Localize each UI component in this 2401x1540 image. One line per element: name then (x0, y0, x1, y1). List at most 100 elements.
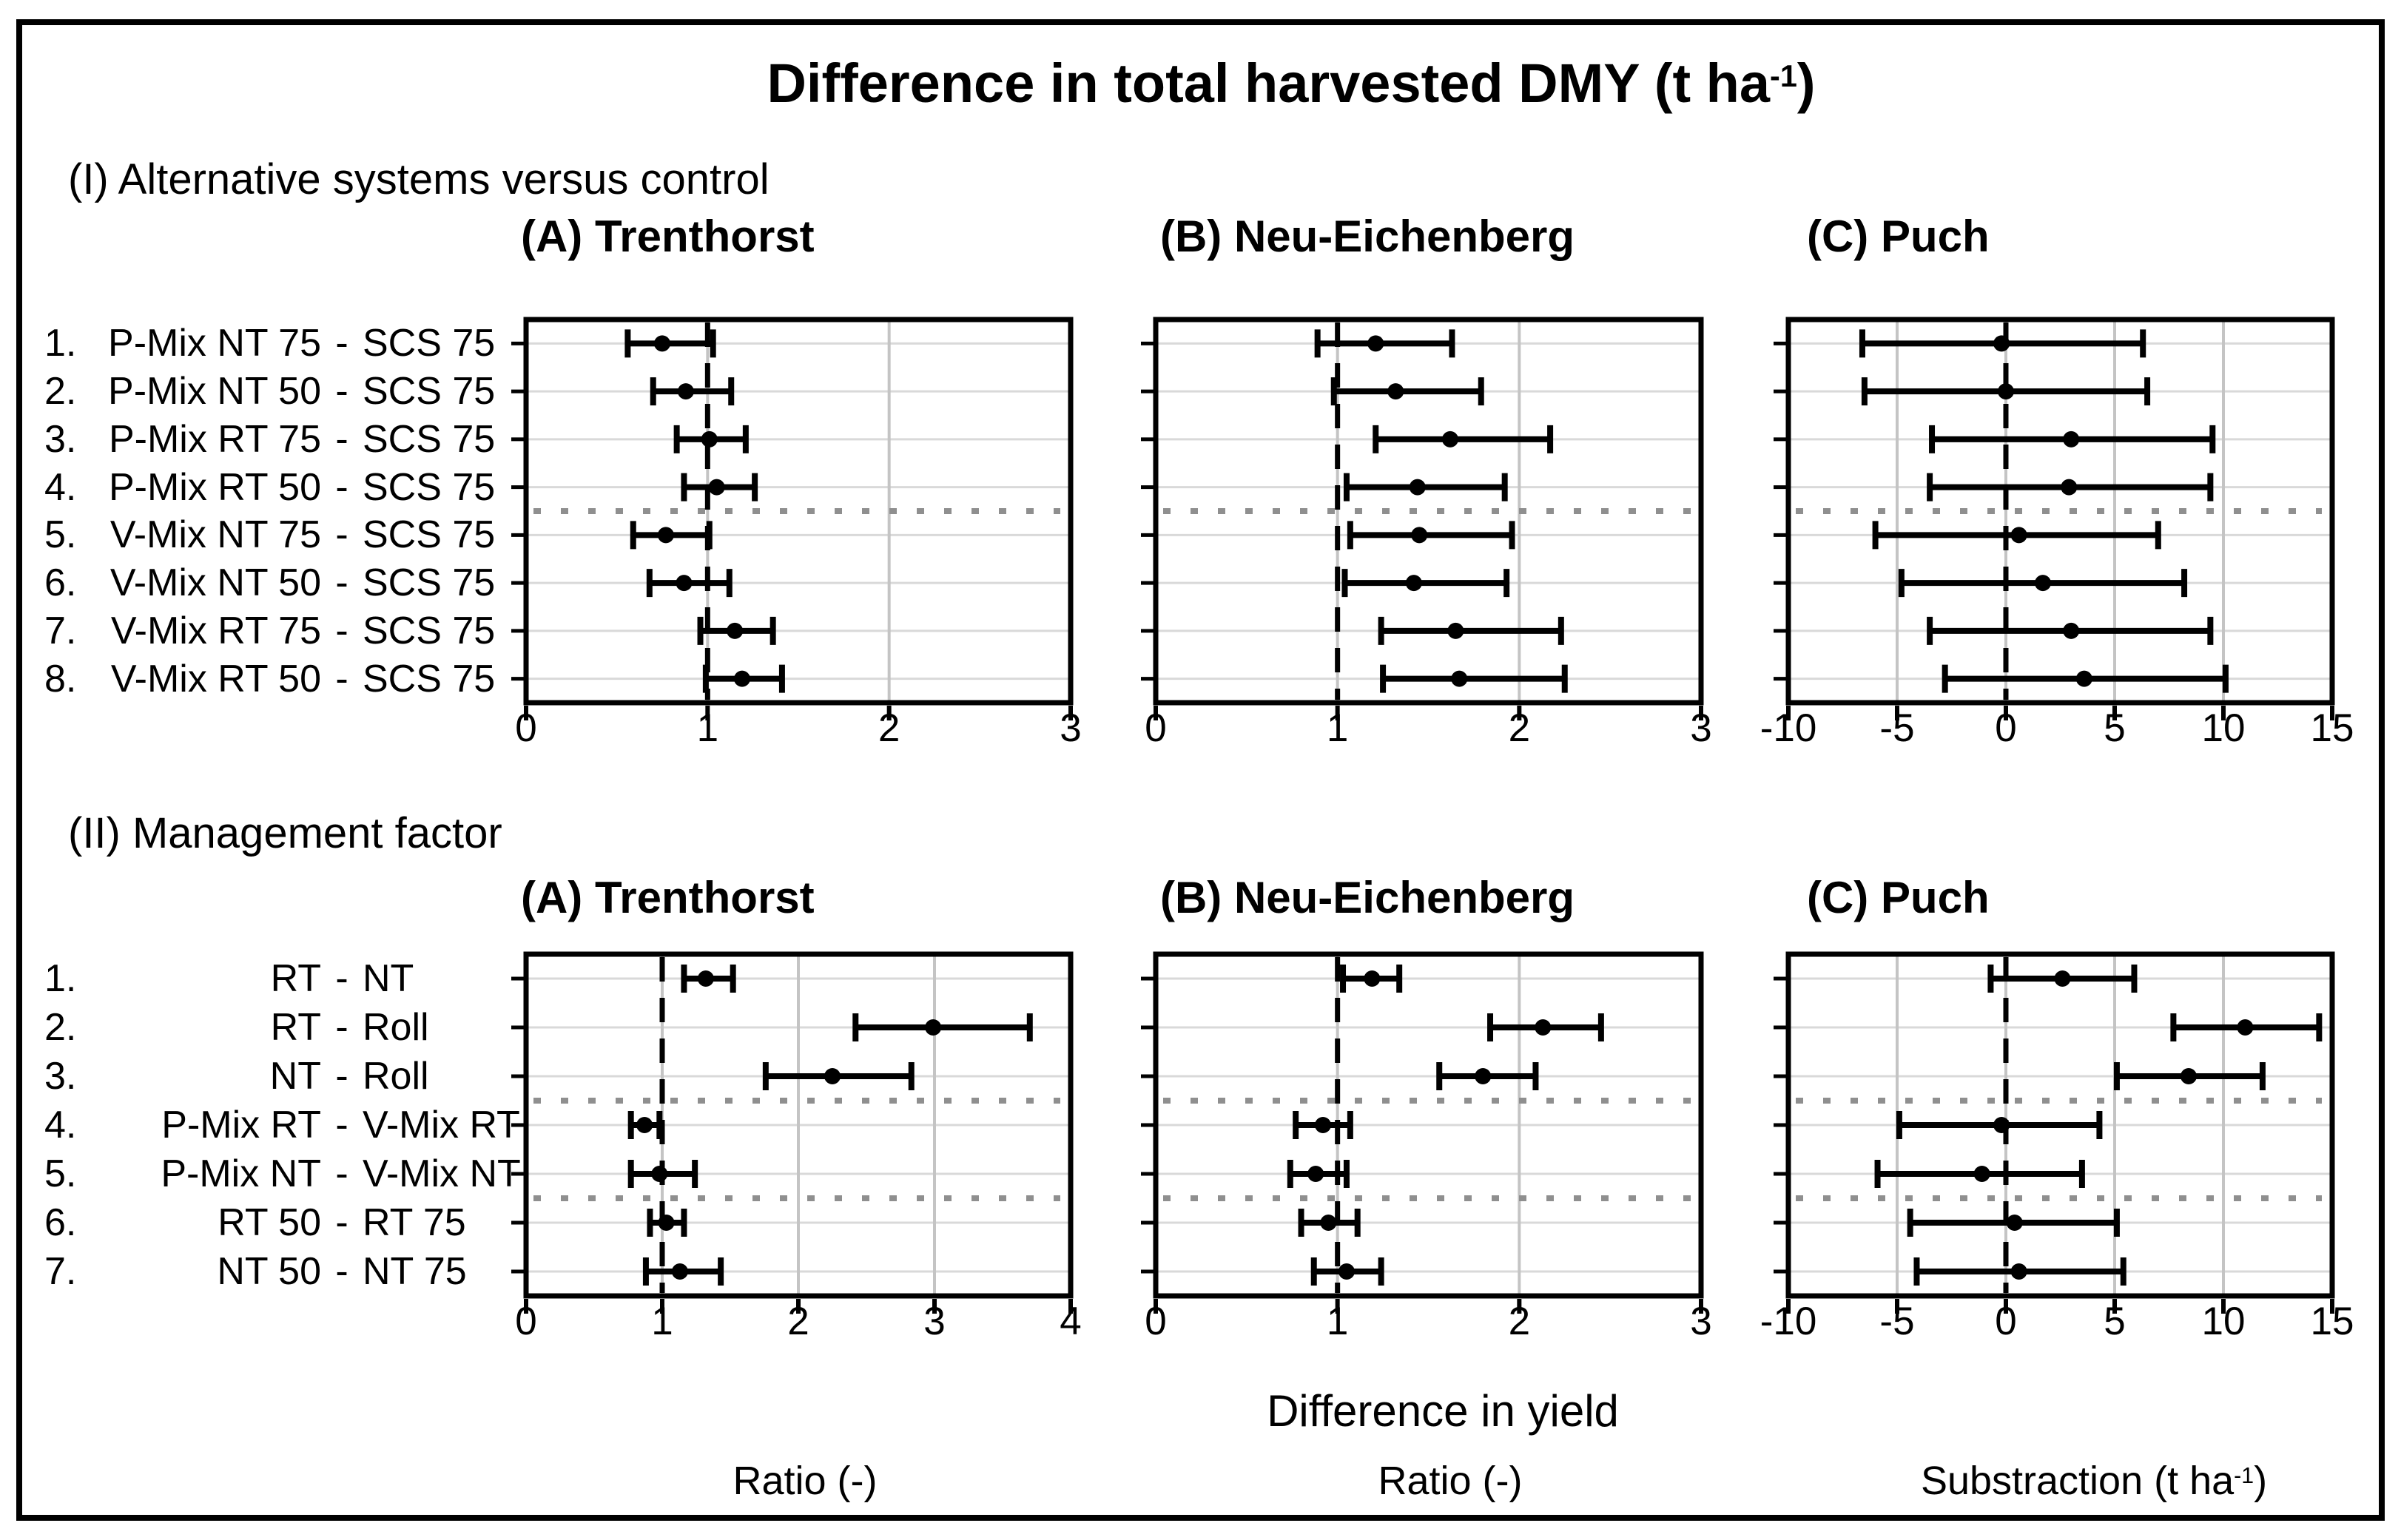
x-tick-label: -5 (1879, 1300, 1915, 1343)
data-point (2054, 970, 2071, 987)
data-point (1993, 1117, 2010, 1133)
row-label-right-treatment: RT 75 (363, 1201, 466, 1244)
panel-frame (523, 317, 1074, 706)
data-point (1338, 1263, 1355, 1280)
row-label: 5. P-Mix NT - V-Mix NT (44, 1152, 521, 1196)
x-tick-label: 0 (1995, 706, 2017, 750)
data-point (708, 479, 725, 496)
x-tick-label: 3 (1060, 706, 1082, 750)
x-tick-label: 2 (1508, 706, 1531, 750)
x-tick-label: 1 (1326, 706, 1349, 750)
row-label-left-treatment: P-Mix RT (161, 1104, 321, 1146)
x-tick-label: 1 (1326, 1300, 1349, 1343)
data-point (697, 970, 714, 987)
panel-header-2b: (B) Neu-Eichenberg (1160, 873, 1575, 922)
row-label-number: 1. (44, 322, 77, 365)
row-label-separator: - (335, 657, 348, 700)
row-label: 4. P-Mix RT 50- SCS 75 (44, 465, 518, 510)
x-tick-label: 5 (2104, 1300, 2126, 1343)
x-tick-label: 0 (515, 1300, 537, 1343)
row-label: 6. RT 50- RT 75 (44, 1200, 518, 1245)
row-label-number: 6. (44, 561, 77, 605)
row-label: 1. RT - NT (44, 956, 518, 1001)
row-label-left-treatment: RT (270, 957, 321, 1000)
x-tick-label: 0 (515, 706, 537, 750)
data-point (2034, 575, 2051, 592)
row-label-left-treatment: RT (270, 1006, 321, 1049)
x-tick-label: 2 (878, 706, 900, 750)
panel-frame (1153, 317, 1704, 706)
data-point (654, 335, 670, 352)
figure-title-text: Difference in total harvested DMY (t ha (767, 53, 1771, 114)
row-label-separator: - (335, 1250, 348, 1293)
row-label-number: 3. (44, 1055, 77, 1098)
row-label-separator: - (335, 957, 348, 1000)
row-label-separator: - (335, 1104, 348, 1146)
row-label-number: 4. (44, 465, 77, 509)
row-label-separator: - (335, 1201, 348, 1244)
data-point (1320, 1215, 1337, 1231)
data-point (701, 430, 718, 448)
x-tick-label: 15 (2310, 1300, 2354, 1343)
data-point (1387, 383, 1404, 400)
row-label-left-treatment: V-Mix NT 50 (110, 561, 321, 605)
data-point (1447, 622, 1464, 639)
figure-border (16, 19, 2385, 1521)
data-point (824, 1068, 841, 1084)
data-point (2063, 430, 2080, 448)
data-point (651, 1166, 668, 1182)
row-label-number: 7. (44, 609, 77, 652)
row-label: 5. V-Mix NT 75- SCS 75 (44, 513, 518, 557)
x-tick-label: -5 (1879, 706, 1915, 750)
section-2-heading: (II) Management factor (68, 809, 502, 857)
row-label-right-treatment: NT (363, 957, 414, 1000)
row-label: 2. P-Mix NT 50- SCS 75 (44, 369, 518, 413)
data-point (1367, 335, 1384, 352)
data-point (925, 1019, 942, 1036)
row-label-number: 1. (44, 957, 77, 1000)
data-point (658, 1215, 675, 1231)
row-label-right-treatment: SCS 75 (363, 609, 496, 652)
figure-title-superscript: -1 (1770, 58, 1797, 94)
data-point (2063, 622, 2080, 639)
row-label-left-treatment: P-Mix RT 75 (108, 417, 321, 461)
x-tick-label: 1 (651, 1300, 673, 1343)
data-point (2010, 527, 2027, 544)
panel-header-1c: (C) Puch (1807, 212, 1990, 261)
row-label-right-treatment: SCS 75 (363, 657, 496, 700)
unit-label-b: Ratio (-) (1378, 1459, 1523, 1503)
row-label-number: 3. (44, 417, 77, 461)
panel-header-2a: (A) Trenthorst (521, 873, 815, 922)
row-label-right-treatment: V-Mix RT (363, 1104, 520, 1146)
data-point (1315, 1117, 1332, 1133)
data-point (1364, 970, 1381, 987)
row-label: 2. RT - Roll (44, 1005, 518, 1050)
row-label-separator: - (335, 609, 348, 652)
data-point (1475, 1068, 1492, 1084)
x-tick-label: 10 (2201, 706, 2246, 750)
unit-label-c-text-end: ) (2254, 1459, 2268, 1503)
panel-header-2c: (C) Puch (1807, 873, 1990, 922)
row-label-separator: - (335, 1055, 348, 1098)
row-label-right-treatment: SCS 75 (363, 465, 496, 509)
unit-label-a: Ratio (-) (733, 1459, 878, 1503)
figure-title-text-end: ) (1796, 53, 1816, 114)
data-point (2006, 1215, 2023, 1231)
figure-title: Difference in total harvested DMY (t ha-… (767, 56, 1815, 111)
section-1-heading: (I) Alternative systems versus control (68, 155, 770, 203)
data-point (657, 527, 674, 544)
data-point (1411, 527, 1428, 544)
data-point (2010, 1263, 2027, 1280)
row-label-right-treatment: Roll (363, 1055, 429, 1098)
row-label-right-treatment: V-Mix NT (363, 1152, 521, 1195)
row-label-left-treatment: P-Mix NT (161, 1152, 321, 1195)
row-label-number: 8. (44, 657, 77, 700)
row-label-number: 2. (44, 1006, 77, 1049)
x-tick-label: -10 (1760, 706, 1817, 750)
data-point (1535, 1019, 1552, 1036)
row-label-separator: - (335, 465, 348, 509)
row-label: 3. NT - Roll (44, 1054, 518, 1098)
x-tick-label: 2 (787, 1300, 809, 1343)
row-label-number: 5. (44, 513, 77, 557)
